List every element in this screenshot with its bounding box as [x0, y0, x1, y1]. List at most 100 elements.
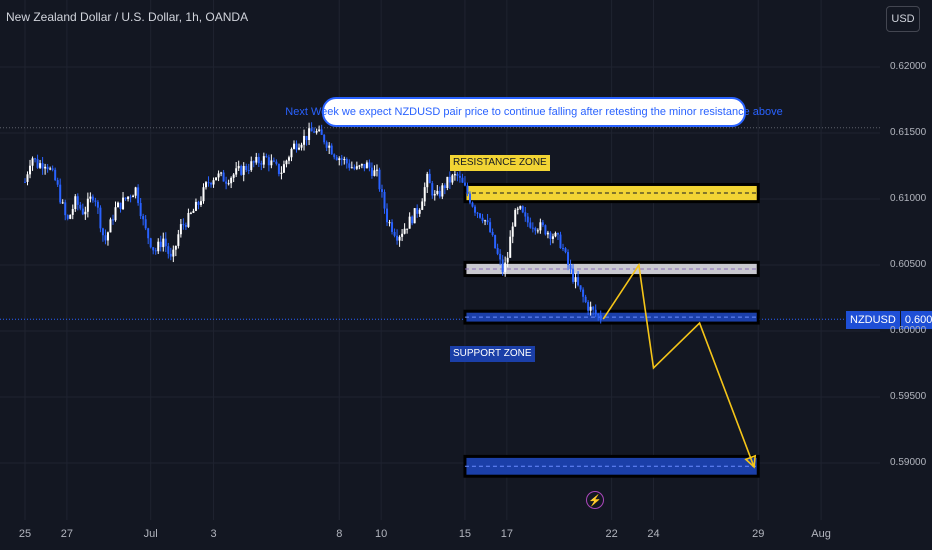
candle-body: [308, 128, 311, 141]
candle-body: [94, 200, 97, 202]
candle-body: [250, 161, 253, 171]
candle-body: [111, 219, 114, 221]
x-tick-label: 27: [60, 528, 74, 540]
candle-body: [514, 209, 517, 227]
candle-body: [443, 185, 446, 189]
candle-body: [257, 156, 260, 164]
currency-button[interactable]: USD: [886, 6, 920, 32]
candle-body: [551, 236, 554, 239]
candle-body: [235, 168, 238, 175]
candle-body: [79, 204, 82, 209]
candle-body: [74, 196, 77, 210]
candle-body: [358, 165, 361, 167]
candle-body: [333, 154, 336, 158]
candle-body: [584, 296, 587, 303]
candle-body: [345, 159, 348, 164]
candle-body: [365, 162, 368, 169]
candle-body: [559, 234, 562, 249]
candle-body: [247, 169, 250, 171]
candle-body: [84, 211, 87, 215]
x-tick-label: 8: [336, 528, 343, 540]
candle-body: [162, 238, 165, 248]
candle-body: [262, 156, 265, 165]
candle-body: [159, 241, 162, 248]
candle-body: [546, 232, 549, 235]
candle-body: [544, 225, 547, 235]
annotation-callout[interactable]: Next Week we expect NZDUSD pair price to…: [285, 97, 783, 127]
x-tick-label: 24: [647, 528, 660, 540]
candle-body: [290, 148, 293, 158]
candle-body: [323, 134, 326, 143]
candle-body: [484, 220, 487, 222]
candle-body: [267, 157, 270, 166]
candle-body: [144, 219, 147, 229]
candle-body: [64, 202, 67, 216]
candle-body: [375, 169, 378, 171]
candle-body: [506, 257, 509, 263]
price-tag-symbol: NZDUSD: [846, 311, 900, 329]
candle-body: [255, 156, 258, 163]
candle-body: [468, 193, 471, 203]
candle-body: [192, 210, 195, 213]
candle-body: [569, 264, 572, 269]
x-tick-label: 3: [210, 528, 217, 540]
candle-body: [237, 165, 240, 169]
candle-body: [36, 159, 39, 168]
x-tick-label: 10: [375, 528, 388, 540]
candle-body: [315, 131, 318, 133]
candle-body: [567, 252, 570, 265]
candle-body: [147, 228, 150, 239]
candle-body: [86, 198, 89, 212]
candle-body: [114, 207, 117, 221]
candle-body: [220, 172, 223, 174]
candle-body: [479, 213, 482, 218]
candle-body: [330, 145, 333, 155]
candle-body: [232, 174, 235, 178]
candle-body: [572, 268, 575, 282]
candle-body: [280, 172, 283, 174]
candle-body: [463, 182, 466, 186]
candle-body: [227, 183, 230, 185]
candle-body: [101, 228, 104, 236]
candle-body: [561, 248, 564, 250]
candle-body: [230, 177, 233, 184]
candle-body: [157, 241, 160, 252]
candle-body: [474, 206, 477, 213]
candle-body: [96, 201, 99, 208]
candle-body: [391, 222, 394, 232]
candle-body: [494, 235, 497, 249]
lightning-icon[interactable]: ⚡: [586, 491, 604, 509]
candle-body: [217, 173, 220, 178]
candle-body: [300, 144, 303, 148]
candle-body: [222, 172, 225, 182]
price-tag-value: 0.60089: [899, 311, 932, 329]
candle-body: [516, 208, 519, 210]
candle-body: [433, 193, 436, 196]
candle-body: [109, 219, 112, 233]
candle-body: [134, 187, 137, 196]
candle-body: [529, 222, 532, 228]
candle-body: [453, 174, 456, 176]
y-tick-label: 0.60500: [890, 259, 927, 270]
candle-body: [91, 196, 94, 201]
candle-body: [589, 306, 592, 311]
candle-body: [34, 158, 37, 160]
candle-body: [406, 228, 409, 230]
candle-body: [41, 163, 44, 169]
candle-body: [541, 222, 544, 226]
candle-body: [408, 216, 411, 229]
candle-body: [76, 196, 79, 205]
candle-body: [594, 309, 597, 315]
candle-body: [426, 173, 429, 188]
y-tick-label: 0.59000: [890, 457, 927, 468]
candle-body: [335, 157, 338, 160]
candle-body: [199, 201, 202, 205]
candle-body: [265, 156, 268, 158]
candle-body: [380, 189, 383, 192]
candle-body: [154, 250, 157, 252]
candle-body: [242, 165, 245, 175]
current-price-tag: NZDUSD 0.60089: [846, 311, 932, 329]
candle-body: [355, 166, 358, 169]
candle-body: [272, 160, 275, 162]
